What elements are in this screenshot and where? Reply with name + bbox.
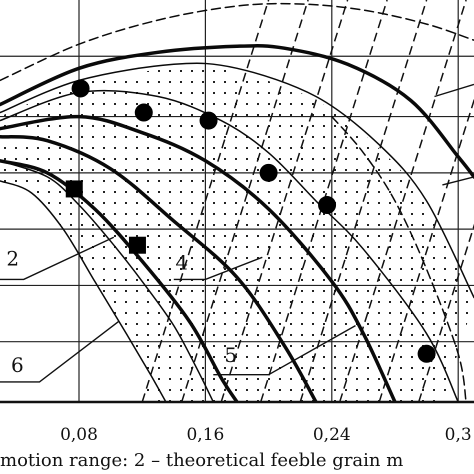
circle-marker [259,163,278,182]
dashed-hatch-line [220,0,349,402]
curve-dashed-envelope [0,2,474,82]
callout-leader-line [0,236,115,281]
curve-thin-e [0,160,215,402]
callout-label-6: 6 [11,353,24,377]
figure-caption: motion range: 2 – theoretical feeble gra… [0,450,404,471]
curve-dashed-inner [331,115,467,402]
curve-bold-f [0,159,239,402]
circle-marker [134,103,153,122]
circle-marker [199,111,218,130]
square-marker [128,236,146,254]
dashed-hatch-line [299,0,428,402]
curve-curve-thin-b [0,89,459,402]
callout-leader-line [0,321,119,383]
circle-marker [417,344,436,363]
callout-leader-line [434,83,474,98]
markers-layer [65,79,436,363]
dashed-hatch-line [180,0,309,402]
dashed-hatch-line [338,0,467,402]
curve-upper-outer [0,44,474,179]
callout-label-2: 2 [6,246,19,270]
curves-layer [0,2,474,402]
x-tick-label: 0,3 [445,425,472,445]
callout-leader-line [213,324,356,376]
circle-marker [318,196,337,215]
callout-leader-line [173,256,263,281]
curve-bold-d [0,134,318,402]
callout-label-5: 5 [224,343,237,367]
x-tick-label: 0,24 [313,425,351,445]
callout-leader-line [442,176,474,186]
curve-bold-c [0,114,397,402]
curve-curve-thin-a [0,62,474,299]
callout-label-4: 4 [175,250,188,274]
curve-thin-g [0,180,167,402]
dashed-hatch-line [141,0,270,402]
x-tick-label: 0,08 [60,425,98,445]
square-marker [65,180,83,198]
callouts-layer: 2 4 5 6 [0,83,474,383]
dashed-hatch-line [378,97,474,402]
x-tick-label: 0,16 [186,425,224,445]
dashed-hatch-line [417,223,474,402]
x-tick-labels: 0,08 0,16 0,24 0,3 [60,425,472,445]
circle-marker [71,79,90,98]
